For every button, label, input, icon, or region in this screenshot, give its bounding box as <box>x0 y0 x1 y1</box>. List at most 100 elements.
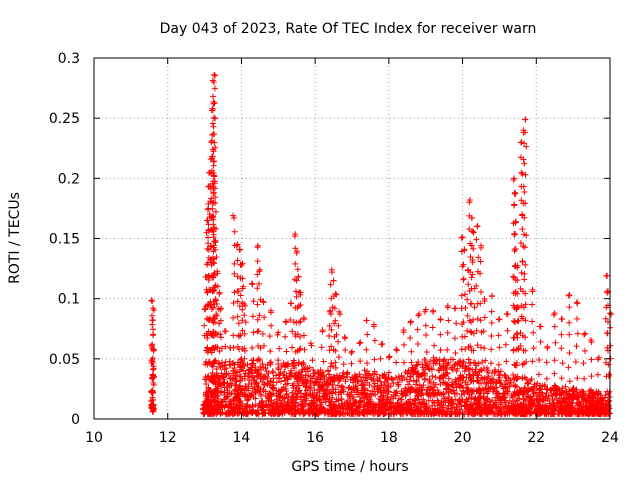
data-point <box>559 398 566 405</box>
data-point <box>469 372 476 379</box>
data-point <box>367 409 374 416</box>
data-point <box>566 401 573 408</box>
x-axis-ticks: 10 12 14 16 18 20 22 24 <box>85 58 619 446</box>
data-point <box>515 317 522 324</box>
data-point <box>211 131 218 138</box>
grid-lines <box>94 58 610 419</box>
data-point <box>365 406 372 413</box>
data-point <box>489 388 496 395</box>
data-point <box>333 291 340 298</box>
data-point <box>529 288 536 295</box>
data-point <box>426 358 433 365</box>
data-point <box>241 312 248 319</box>
data-point <box>205 240 212 247</box>
data-point <box>257 345 264 352</box>
data-point <box>464 296 471 303</box>
data-point <box>513 411 520 418</box>
data-point <box>149 372 156 379</box>
data-point <box>214 270 221 277</box>
chart-title: Day 043 of 2023, Rate Of TEC Index for r… <box>160 21 537 37</box>
data-point <box>531 381 538 388</box>
data-point <box>393 346 400 353</box>
data-point <box>211 173 218 180</box>
data-point <box>213 365 220 372</box>
data-point <box>442 362 449 369</box>
data-point <box>464 327 471 334</box>
data-point <box>558 403 565 410</box>
data-point <box>375 407 382 414</box>
data-point <box>363 411 370 418</box>
data-point <box>486 386 493 393</box>
data-point <box>289 389 296 396</box>
data-point <box>462 346 469 353</box>
data-point <box>357 374 364 381</box>
data-point <box>573 299 580 306</box>
data-point <box>422 362 429 369</box>
data-point <box>497 368 504 375</box>
data-point <box>244 397 251 404</box>
data-point <box>231 289 238 296</box>
data-point <box>342 378 349 385</box>
data-point <box>212 237 219 244</box>
data-point <box>211 180 218 187</box>
data-point <box>275 329 282 336</box>
data-point <box>426 366 433 373</box>
data-point <box>291 233 298 240</box>
data-point <box>515 346 522 353</box>
data-point <box>543 359 550 366</box>
data-point <box>344 397 351 404</box>
data-point <box>504 404 511 411</box>
data-point <box>364 375 371 382</box>
x-tick-label: 16 <box>306 430 324 446</box>
data-point <box>598 398 605 405</box>
data-point <box>592 394 599 401</box>
data-point <box>211 85 218 92</box>
data-point <box>205 234 212 241</box>
data-point <box>149 366 156 373</box>
data-point <box>213 254 220 261</box>
data-point <box>407 402 414 409</box>
data-point <box>468 242 475 249</box>
data-point <box>519 258 526 265</box>
data-point <box>377 384 384 391</box>
data-point <box>520 411 527 418</box>
data-point <box>307 373 314 380</box>
data-point <box>420 396 427 403</box>
data-point <box>528 376 535 383</box>
data-point <box>370 410 377 417</box>
data-point <box>540 396 547 403</box>
data-point <box>594 371 601 378</box>
data-point <box>385 388 392 395</box>
data-point <box>252 379 259 386</box>
data-point <box>248 280 255 287</box>
data-point <box>583 397 590 404</box>
data-point <box>239 403 246 410</box>
x-tick-label: 10 <box>85 430 103 446</box>
data-point <box>213 312 220 319</box>
data-point <box>289 328 296 335</box>
data-point <box>451 335 458 342</box>
data-point <box>464 312 471 319</box>
data-point <box>249 281 256 288</box>
data-point <box>366 382 373 389</box>
data-point <box>319 372 326 379</box>
data-point <box>295 382 302 389</box>
data-point <box>286 370 293 377</box>
data-point <box>240 367 247 374</box>
data-point <box>574 300 581 307</box>
data-point <box>381 387 388 394</box>
data-point <box>241 409 248 416</box>
data-point <box>242 382 249 389</box>
data-point <box>260 407 267 414</box>
data-point <box>471 304 478 311</box>
data-point <box>210 216 217 223</box>
data-point <box>259 360 266 367</box>
data-point <box>248 390 255 397</box>
data-point <box>513 359 520 366</box>
data-point <box>204 302 211 309</box>
data-point <box>282 318 289 325</box>
data-point <box>253 410 260 417</box>
data-point <box>209 120 216 127</box>
data-point <box>559 316 566 323</box>
data-point <box>466 391 473 398</box>
